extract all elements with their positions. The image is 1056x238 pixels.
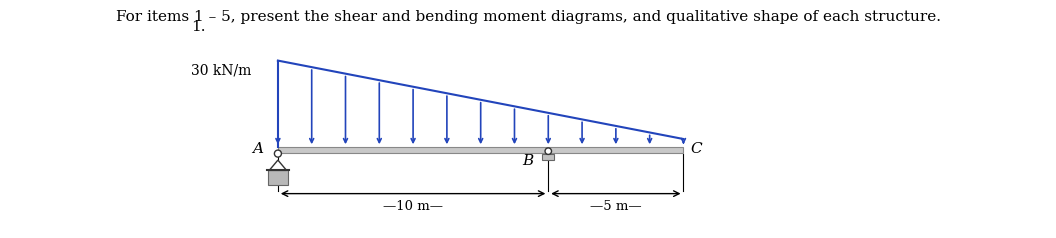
Bar <box>278 147 683 153</box>
Circle shape <box>545 148 551 154</box>
Text: C: C <box>691 142 702 156</box>
Text: For items 1 – 5, present the shear and bending moment diagrams, and qualitative : For items 1 – 5, present the shear and b… <box>115 10 941 24</box>
Text: 30 kN/m: 30 kN/m <box>191 64 251 78</box>
Text: A: A <box>252 142 263 156</box>
Bar <box>542 154 554 160</box>
Text: —5 m—: —5 m— <box>590 200 642 213</box>
Bar <box>268 170 288 185</box>
Text: —10 m—: —10 m— <box>383 200 444 213</box>
Polygon shape <box>269 160 286 170</box>
Text: B: B <box>522 154 533 169</box>
Circle shape <box>275 150 281 157</box>
Text: 1.: 1. <box>191 20 206 34</box>
